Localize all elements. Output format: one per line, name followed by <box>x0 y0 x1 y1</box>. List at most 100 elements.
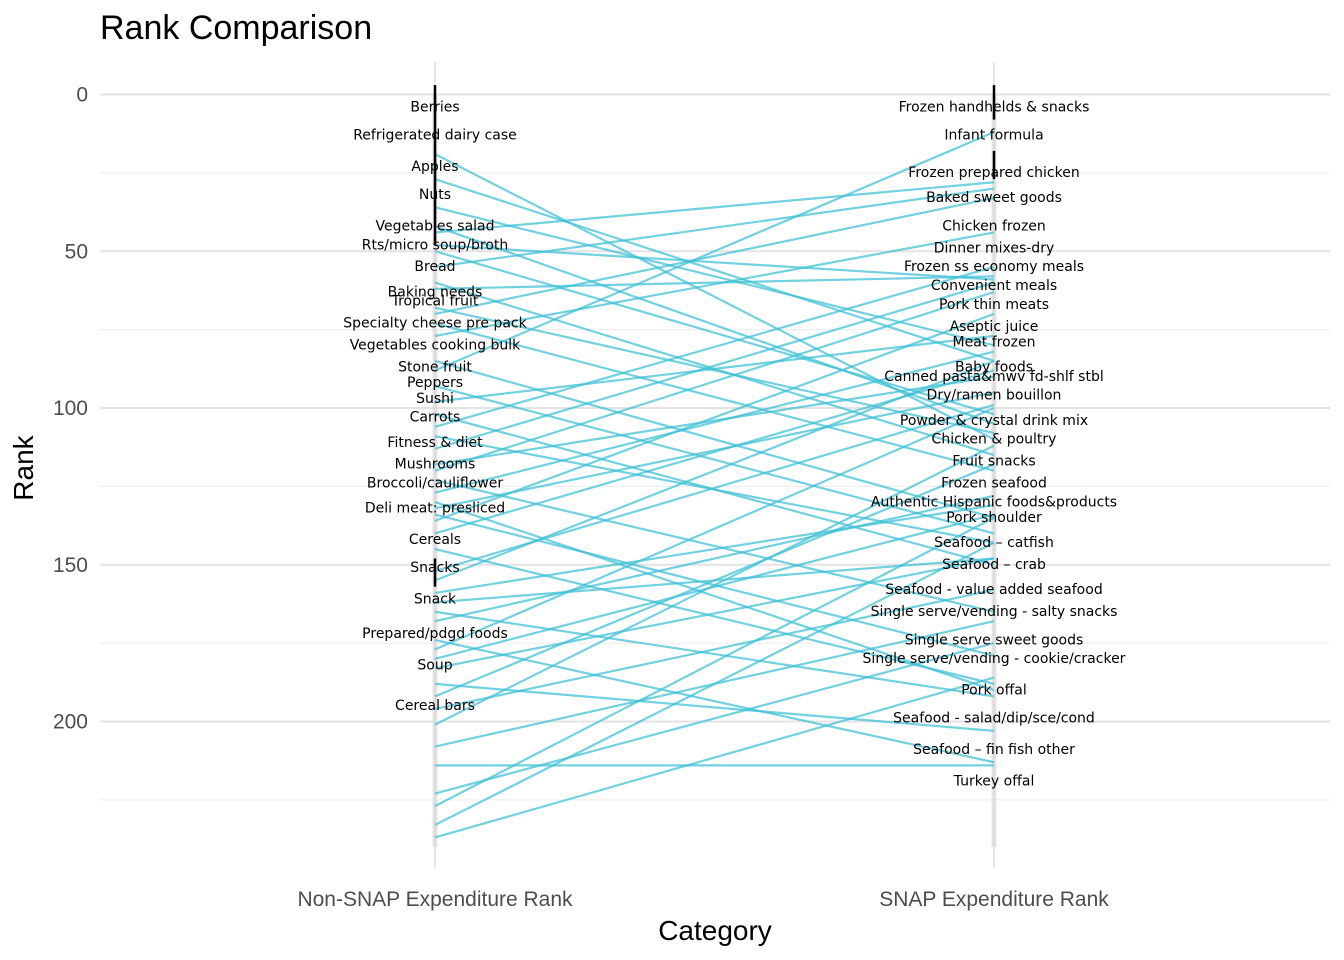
major-gridlines <box>100 93 1330 723</box>
left-item-label: Broccoli/cauliflower <box>367 476 503 492</box>
rank-segment <box>434 243 995 281</box>
left-item-label: Refrigerated dairy case <box>353 128 517 144</box>
rank-segment <box>434 250 995 416</box>
right-item-label: Chicken & poultry <box>932 432 1057 448</box>
left-item-label: Prepared/pdgd foods <box>362 626 508 642</box>
rank-segment <box>434 642 995 795</box>
column-axes <box>432 62 997 868</box>
rank-segment <box>434 350 995 494</box>
left-item-label: Bread <box>414 259 455 275</box>
right-item-label: Aseptic juice <box>950 319 1039 335</box>
right-item-label: Seafood – crab <box>942 557 1046 573</box>
rank-segment <box>434 375 995 466</box>
left-item-label: Rts/micro soup/broth <box>362 237 509 253</box>
y-tick-label: 50 <box>65 240 88 263</box>
right-item-label: Frozen ss economy meals <box>904 259 1084 275</box>
right-item-label: Dry/ramen bouillon <box>927 388 1062 404</box>
left-item-label: Mushrooms <box>395 457 476 473</box>
right-item-label: Seafood – fin fish other <box>913 742 1075 758</box>
right-item-label: Meat frozen <box>953 334 1036 350</box>
y-axis-tick-labels: 0 50 100 150 200 <box>53 84 88 734</box>
left-item-label: Soup <box>417 657 452 673</box>
rank-segment <box>434 494 995 623</box>
rank-segment <box>434 181 995 234</box>
rank-segment <box>434 516 995 808</box>
right-item-label: Frozen prepared chicken <box>908 165 1079 181</box>
right-item-label: Single serve sweet goods <box>905 632 1084 648</box>
rank-segment <box>434 504 995 595</box>
rank-segment <box>434 359 995 582</box>
right-item-label: Fruit snacks <box>952 454 1035 470</box>
left-item-label: Vegetables cooking bulk <box>350 338 521 354</box>
right-item-label: Canned pasta&mwv fd-shlf stbl <box>884 369 1103 385</box>
right-item-label: Pork offal <box>961 682 1027 698</box>
left-item-label: Vegetables salad <box>375 218 494 234</box>
right-item-label: Baked sweet goods <box>926 190 1062 206</box>
rank-segment <box>434 265 995 428</box>
right-item-label: Frozen seafood <box>941 476 1047 492</box>
right-column-labels: Frozen handhelds & snacks Infant formula F… <box>863 99 1126 789</box>
x-axis-title: Category <box>658 915 772 946</box>
rank-segment <box>434 588 995 711</box>
left-item-label: Berries <box>410 99 459 115</box>
left-item-label: Peppers <box>407 375 463 391</box>
rank-segment <box>434 682 995 733</box>
right-item-label: Infant formula <box>944 128 1043 144</box>
right-item-label: Chicken frozen <box>942 218 1046 234</box>
rank-segment <box>434 610 995 698</box>
rank-segment <box>434 334 995 403</box>
right-item-label: Powder & crystal drink mix <box>900 413 1088 429</box>
rank-segment <box>434 435 995 544</box>
right-item-label: Baby foods <box>955 360 1033 376</box>
rank-segment <box>434 290 995 472</box>
left-item-label: Cereals <box>409 532 461 548</box>
rank-segment <box>434 281 995 450</box>
right-item-label: Pork thin meats <box>939 297 1049 313</box>
rank-segment <box>434 676 995 839</box>
left-column-labels: Berries Refrigerated dairy case Apples Nuts… <box>343 99 527 714</box>
x-category-label: Non-SNAP Expenditure Rank <box>297 888 573 911</box>
rank-segment <box>434 196 995 316</box>
left-item-label: Nuts <box>419 187 451 203</box>
rank-segment <box>434 548 995 685</box>
rank-segment <box>434 322 995 472</box>
right-item-label: Single serve/vending - salty snacks <box>871 604 1118 620</box>
left-item-label: Carrots <box>410 410 461 426</box>
left-item-label: Apples <box>411 159 458 175</box>
rank-segment <box>434 541 995 826</box>
right-item-label: Authentic Hispanic foods&products <box>871 494 1117 510</box>
rank-segment <box>434 391 995 510</box>
left-item-label: Tropical fruit <box>391 294 479 310</box>
x-category-label: SNAP Expenditure Rank <box>879 888 1109 911</box>
y-axis-title: Rank <box>8 434 39 500</box>
right-item-label: Seafood – catfish <box>934 535 1054 551</box>
y-tick-label: 0 <box>76 84 88 107</box>
rank-segment <box>434 557 995 670</box>
right-item-label: Seafood - value added seafood <box>885 582 1102 598</box>
right-item-label: Pork shoulder <box>946 510 1042 526</box>
rank-segment <box>434 513 995 660</box>
left-item-label: Stone fruit <box>398 360 472 376</box>
rank-segment <box>434 501 995 692</box>
left-item-label: Deli meat: presliced <box>365 501 505 517</box>
left-item-label: Snack <box>414 592 457 608</box>
right-item-label: Single serve/vending - cookie/cracker <box>863 651 1126 667</box>
right-item-label: Convenient meals <box>931 278 1057 294</box>
left-item-label: Fitness & diet <box>387 435 483 451</box>
left-item-label: Cereal bars <box>395 698 475 714</box>
right-item-label: Frozen handhelds & snacks <box>899 99 1090 115</box>
rank-segment <box>434 463 995 698</box>
rank-segment <box>434 406 995 651</box>
rank-segment <box>434 384 995 535</box>
rank-segment <box>434 444 995 726</box>
right-item-label: Dinner mixes-dry <box>934 240 1055 256</box>
label-bars <box>433 85 996 587</box>
right-item-label: Turkey offal <box>953 773 1035 789</box>
x-axis-category-labels: Non-SNAP Expenditure Rank SNAP Expenditur… <box>297 888 1109 911</box>
rank-segments <box>434 131 995 839</box>
left-item-label: Sushi <box>416 391 454 407</box>
left-item-label: Snacks <box>410 560 459 576</box>
minor-gridlines <box>100 172 1330 801</box>
rank-segment <box>434 178 995 363</box>
